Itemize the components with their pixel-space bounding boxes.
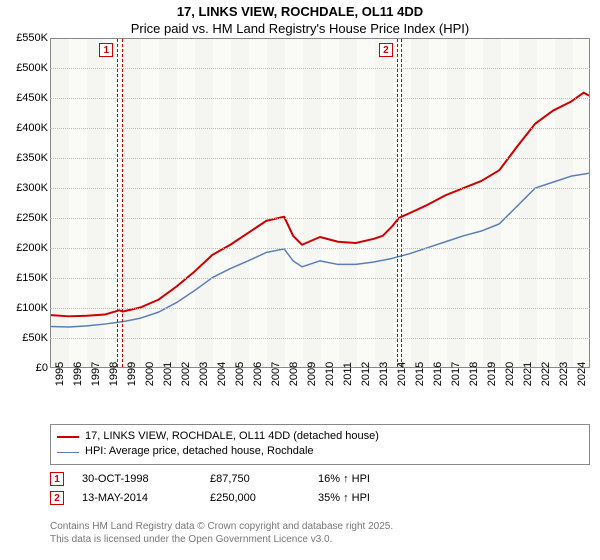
sale-delta-2: 35% ↑ HPI — [318, 489, 370, 508]
legend-item-subject: 17, LINKS VIEW, ROCHDALE, OL11 4DD (deta… — [57, 429, 583, 444]
sale-delta-1: 16% ↑ HPI — [318, 470, 370, 489]
sale-marker-label: 2 — [379, 43, 393, 57]
x-tick: 2006 — [252, 362, 264, 386]
legend-label-hpi: HPI: Average price, detached house, Roch… — [85, 444, 314, 459]
y-tick: £250K — [4, 212, 48, 224]
y-tick: £150K — [4, 272, 48, 284]
x-tick: 2000 — [144, 362, 156, 386]
footer: Contains HM Land Registry data © Crown c… — [50, 520, 590, 546]
y-gridline — [50, 68, 590, 69]
x-tick: 2008 — [288, 362, 300, 386]
y-gridline — [50, 338, 590, 339]
series-hpi — [51, 173, 589, 327]
y-tick: £550K — [4, 32, 48, 44]
x-tick: 2023 — [558, 362, 570, 386]
y-tick: £450K — [4, 92, 48, 104]
legend-swatch-subject — [57, 436, 79, 438]
sale-date-1: 30-OCT-1998 — [82, 470, 192, 489]
x-tick: 2018 — [468, 362, 480, 386]
x-tick: 2004 — [216, 362, 228, 386]
title-main: 17, LINKS VIEW, ROCHDALE, OL11 4DD — [0, 4, 600, 21]
y-tick: £350K — [4, 152, 48, 164]
x-tick: 2019 — [486, 362, 498, 386]
y-gridline — [50, 218, 590, 219]
title-sub: Price paid vs. HM Land Registry's House … — [0, 21, 600, 38]
y-tick: £300K — [4, 182, 48, 194]
sale-badge-1: 1 — [50, 472, 64, 486]
sale-row-2: 2 13-MAY-2014 £250,000 35% ↑ HPI — [50, 489, 590, 508]
x-tick: 2005 — [234, 362, 246, 386]
x-tick: 2011 — [342, 362, 354, 386]
chart-area: 12 £0£50K£100K£150K£200K£250K£300K£350K£… — [0, 38, 600, 418]
sale-price-1: £87,750 — [210, 470, 300, 489]
x-tick: 2003 — [198, 362, 210, 386]
x-tick: 2002 — [180, 362, 192, 386]
x-tick: 2022 — [540, 362, 552, 386]
x-tick: 2009 — [306, 362, 318, 386]
legend-label-subject: 17, LINKS VIEW, ROCHDALE, OL11 4DD (deta… — [85, 429, 379, 444]
x-tick: 2007 — [270, 362, 282, 386]
x-tick: 2017 — [450, 362, 462, 386]
x-tick: 2013 — [378, 362, 390, 386]
legend: 17, LINKS VIEW, ROCHDALE, OL11 4DD (deta… — [50, 424, 590, 465]
x-tick: 2015 — [414, 362, 426, 386]
legend-swatch-hpi — [57, 452, 79, 453]
y-tick: £200K — [4, 242, 48, 254]
x-tick: 1995 — [54, 362, 66, 386]
sale-marker-band — [117, 39, 122, 367]
sale-badge-2: 2 — [50, 491, 64, 505]
x-tick: 1998 — [108, 362, 120, 386]
x-tick: 2021 — [522, 362, 534, 386]
legend-item-hpi: HPI: Average price, detached house, Roch… — [57, 444, 583, 459]
y-gridline — [50, 278, 590, 279]
x-tick: 2016 — [432, 362, 444, 386]
x-tick: 1996 — [72, 362, 84, 386]
sale-marker-label: 1 — [99, 43, 113, 57]
title-block: 17, LINKS VIEW, ROCHDALE, OL11 4DD Price… — [0, 0, 600, 38]
chart-container: 17, LINKS VIEW, ROCHDALE, OL11 4DD Price… — [0, 0, 600, 560]
x-tick: 2014 — [396, 362, 408, 386]
series-subject — [51, 93, 589, 317]
y-gridline — [50, 308, 590, 309]
y-tick: £100K — [4, 302, 48, 314]
y-tick: £50K — [4, 332, 48, 344]
footer-line1: Contains HM Land Registry data © Crown c… — [50, 520, 590, 533]
y-gridline — [50, 248, 590, 249]
plot-area: 12 — [50, 38, 590, 368]
x-tick: 2012 — [360, 362, 372, 386]
sale-marker-band — [397, 39, 402, 367]
y-tick: £500K — [4, 62, 48, 74]
y-gridline — [50, 188, 590, 189]
x-tick: 2001 — [162, 362, 174, 386]
x-tick: 2024 — [576, 362, 588, 386]
y-tick: £0 — [4, 362, 48, 374]
x-tick: 2020 — [504, 362, 516, 386]
x-tick: 2010 — [324, 362, 336, 386]
x-tick: 1999 — [126, 362, 138, 386]
sale-price-2: £250,000 — [210, 489, 300, 508]
y-gridline — [50, 128, 590, 129]
y-gridline — [50, 158, 590, 159]
y-tick: £400K — [4, 122, 48, 134]
sales-table: 1 30-OCT-1998 £87,750 16% ↑ HPI 2 13-MAY… — [50, 470, 590, 507]
sale-date-2: 13-MAY-2014 — [82, 489, 192, 508]
series-svg — [51, 39, 589, 367]
footer-line2: This data is licensed under the Open Gov… — [50, 533, 590, 546]
y-gridline — [50, 98, 590, 99]
x-tick: 1997 — [90, 362, 102, 386]
sale-row-1: 1 30-OCT-1998 £87,750 16% ↑ HPI — [50, 470, 590, 489]
